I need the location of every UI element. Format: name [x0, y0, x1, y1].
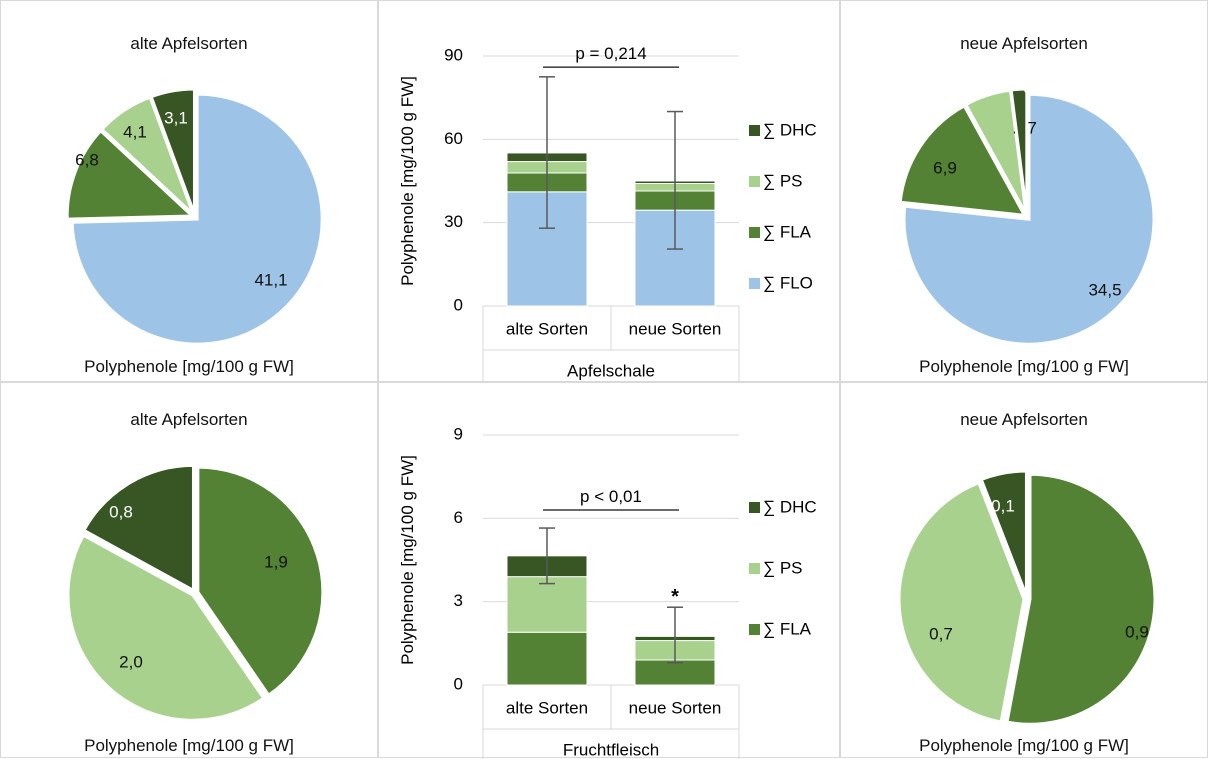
- slice-data-label: 0,9: [1023, 78, 1047, 97]
- y-axis-label: Polyphenole [mg/100 g FW]: [398, 455, 417, 665]
- x-axis-label-box: [482, 728, 740, 759]
- x-axis-label: Fruchtfleisch: [563, 740, 659, 759]
- y-tick-label: 9: [454, 424, 463, 443]
- axis-label: Polyphenole [mg/100 g FW]: [919, 357, 1129, 376]
- pie-slice-dhc: [979, 469, 1028, 597]
- chart-title: alte Apfelsorten: [130, 34, 248, 53]
- pie-slice-fla: [898, 103, 1028, 218]
- x-tick-label: neue Sorten: [629, 698, 722, 717]
- slice-data-label: 41,1: [254, 270, 287, 289]
- legend-swatch-dhc: [749, 125, 760, 136]
- slice-data-label: 0,1: [991, 496, 1015, 515]
- pie-chart: 34,56,92,70,9: [898, 78, 1156, 346]
- y-tick-label: 60: [444, 129, 463, 148]
- legend-swatch-dhc: [749, 502, 760, 513]
- slice-data-label: 4,1: [123, 122, 147, 141]
- y-axis-label: Polyphenole [mg/100 g FW]: [398, 76, 417, 286]
- axis-label: Polyphenole [mg/100 g FW]: [919, 736, 1129, 755]
- axis-label: Polyphenole [mg/100 g FW]: [84, 736, 294, 755]
- panel-pie-top-left: alte Apfelsorten 41,1 6,8 4,1 3,1 Polypheno…: [0, 0, 378, 382]
- panel-pie-top-right: neue Apfelsorten 34,56,92,70,9 Polypheno…: [840, 0, 1208, 382]
- y-tick-label: 6: [454, 508, 463, 527]
- x-tick-label: alte Sorten: [506, 319, 588, 338]
- pie-slice-dhc: [1009, 87, 1029, 215]
- slice-data-label: 2,0: [119, 652, 143, 671]
- legend-swatch-ps: [749, 176, 760, 187]
- slice-data-label: 3,1: [164, 108, 188, 127]
- bar-segment-fla: [506, 631, 588, 686]
- slice-data-label: 0,7: [929, 624, 953, 643]
- p-value-annotation: p < 0,01: [580, 487, 642, 506]
- x-tick-label: neue Sorten: [629, 319, 722, 338]
- legend-label: ∑ FLA: [763, 619, 812, 638]
- x-axis-label: Apfelschale: [567, 361, 655, 380]
- pie-slice-ps: [897, 480, 1026, 724]
- chart-title: neue Apfelsorten: [960, 410, 1088, 429]
- y-tick-label: 0: [454, 295, 463, 314]
- slice-data-label: 1,9: [264, 552, 288, 571]
- legend-label: ∑ DHC: [763, 497, 817, 516]
- y-tick-label: 30: [444, 212, 463, 231]
- y-tick-label: 0: [454, 674, 463, 693]
- y-tick-label: 90: [444, 45, 463, 64]
- pie-slice-fla: [1005, 472, 1157, 726]
- significance-marker: *: [671, 586, 679, 608]
- chart-title: neue Apfelsorten: [960, 34, 1088, 53]
- x-tick-label: alte Sorten: [506, 698, 588, 717]
- panel-pie-bottom-right: neue Apfelsorten 0,9 0,7 0,1 Polyphenole […: [840, 382, 1208, 758]
- pie-chart: 0,9 0,7 0,1: [897, 469, 1157, 726]
- legend-label: ∑ FLO: [763, 273, 813, 292]
- bar-segment-fla: [634, 659, 716, 686]
- slice-data-label: 6,8: [75, 150, 99, 169]
- pie-slice-ps: [66, 533, 266, 722]
- legend-swatch-flo: [749, 278, 760, 289]
- pie-slice-fla: [65, 128, 196, 221]
- bar-chart: 0 3 6 9 Polyphenole [mg/100 g FW] alte Sorten…: [398, 424, 817, 759]
- legend-swatch-fla: [749, 624, 760, 635]
- legend-label: ∑ PS: [763, 558, 803, 577]
- panel-pie-bottom-left: alte Apfelsorten 1,9 2,0 0,8 Polyphenole […: [0, 382, 378, 758]
- slice-data-label: 6,9: [933, 158, 957, 177]
- axis-label: Polyphenole [mg/100 g FW]: [84, 357, 294, 376]
- legend-label: ∑ FLA: [763, 222, 812, 241]
- legend-swatch-fla: [749, 227, 760, 238]
- bar-chart: 0 30 60 90 Polyphenole [mg/100 g FW] alte Sor…: [398, 44, 817, 391]
- pie-slice-dhc: [149, 87, 196, 215]
- chart-title: alte Apfelsorten: [130, 410, 248, 429]
- panel-bar-top: 0 30 60 90 Polyphenole [mg/100 g FW] alte Sor…: [378, 0, 840, 391]
- slice-data-label: 0,9: [1125, 622, 1149, 641]
- legend-label: ∑ PS: [763, 171, 803, 190]
- slice-data-label: 0,8: [109, 502, 133, 521]
- y-tick-label: 3: [454, 591, 463, 610]
- pie-slice-flo: [902, 92, 1156, 346]
- pie-slice-flo: [70, 92, 324, 346]
- pie-slice-fla: [196, 465, 325, 698]
- slice-data-label: 34,5: [1088, 280, 1121, 299]
- legend-label: ∑ DHC: [763, 120, 817, 139]
- bar-segment-ps: [506, 576, 588, 633]
- p-value-annotation: p = 0,214: [575, 44, 646, 63]
- legend-swatch-ps: [749, 563, 760, 574]
- pie-slice-dhc: [81, 463, 195, 593]
- pie-chart: 1,9 2,0 0,8: [66, 463, 325, 722]
- pie-chart: 41,1 6,8 4,1 3,1: [65, 87, 324, 346]
- panel-bar-bottom: 0 3 6 9 Polyphenole [mg/100 g FW] alte Sorten…: [378, 382, 840, 759]
